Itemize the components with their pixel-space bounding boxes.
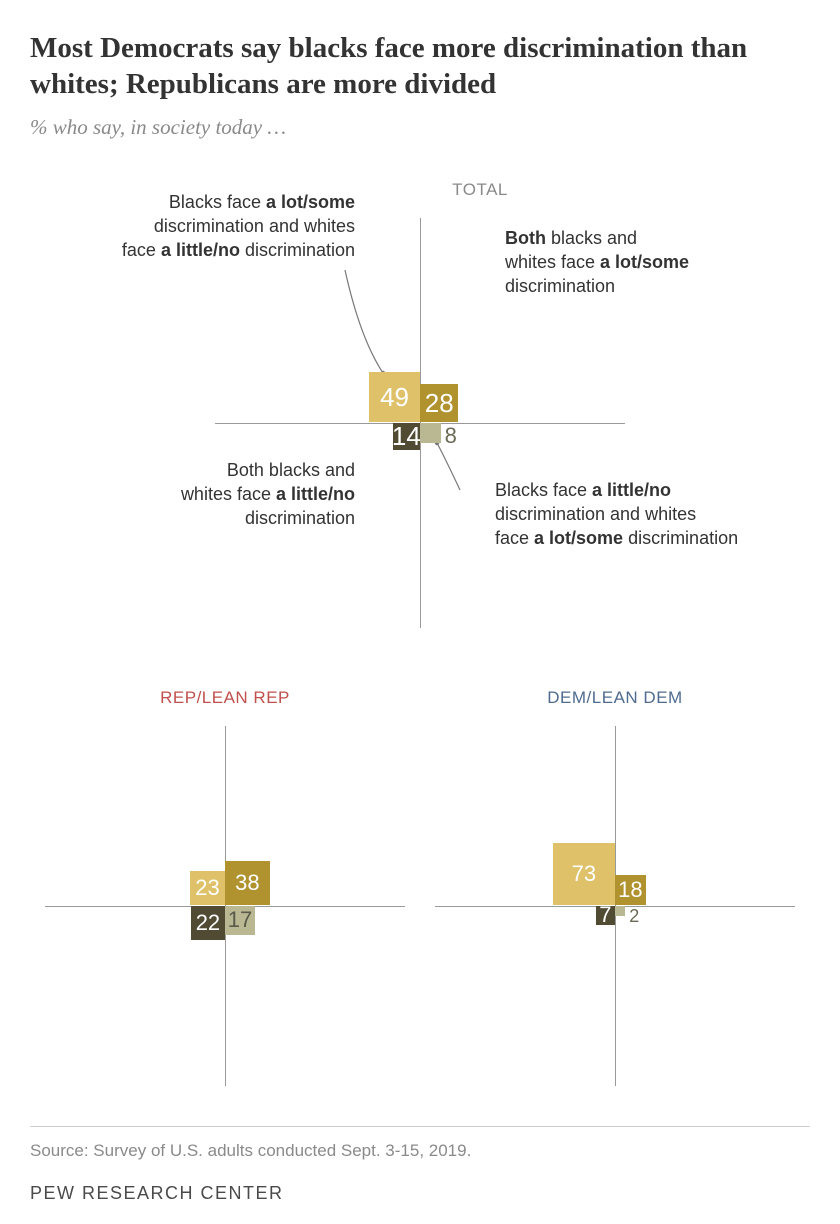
quadrant-dem: 731872 <box>435 726 795 1086</box>
square-q1: 49 <box>369 372 420 423</box>
chart-subtitle: % who say, in society today … <box>30 115 810 140</box>
chart-title: Most Democrats say blacks face more disc… <box>30 30 810 103</box>
annotation-q4: Blacks face a little/no discrimination a… <box>495 478 765 551</box>
rep-label: REP/LEAN REP <box>45 688 405 708</box>
annotation-q1: Blacks face a lot/some discrimination an… <box>95 190 355 263</box>
annotation-q3: Both blacks and whites face a little/no … <box>115 458 355 531</box>
annotation-q2: Both blacks and whites face a lot/some d… <box>505 226 735 299</box>
footer: Source: Survey of U.S. adults conducted … <box>30 1126 810 1204</box>
square-q4 <box>615 906 625 916</box>
square-q3: 22 <box>191 906 225 940</box>
square-q2: 28 <box>420 384 458 422</box>
quadrant-rep: 23382217 <box>45 726 405 1086</box>
square-q3: 7 <box>596 906 615 925</box>
square-q1: 23 <box>190 871 225 906</box>
square-q2: 38 <box>225 861 270 906</box>
square-q3: 14 <box>393 423 420 450</box>
source-text: Source: Survey of U.S. adults conducted … <box>30 1141 810 1161</box>
square-q2: 18 <box>615 875 646 906</box>
quadrant-total: Blacks face a lot/some discrimination an… <box>215 218 625 628</box>
square-q1: 73 <box>553 843 615 905</box>
square-q4 <box>420 423 441 444</box>
rep-column: REP/LEAN REP 23382217 <box>45 688 405 1086</box>
dem-label: DEM/LEAN DEM <box>435 688 795 708</box>
dem-column: DEM/LEAN DEM 731872 <box>435 688 795 1086</box>
chart-area: TOTAL Blacks face a lot/some discriminat… <box>30 180 810 1086</box>
square-q4: 17 <box>225 906 255 936</box>
